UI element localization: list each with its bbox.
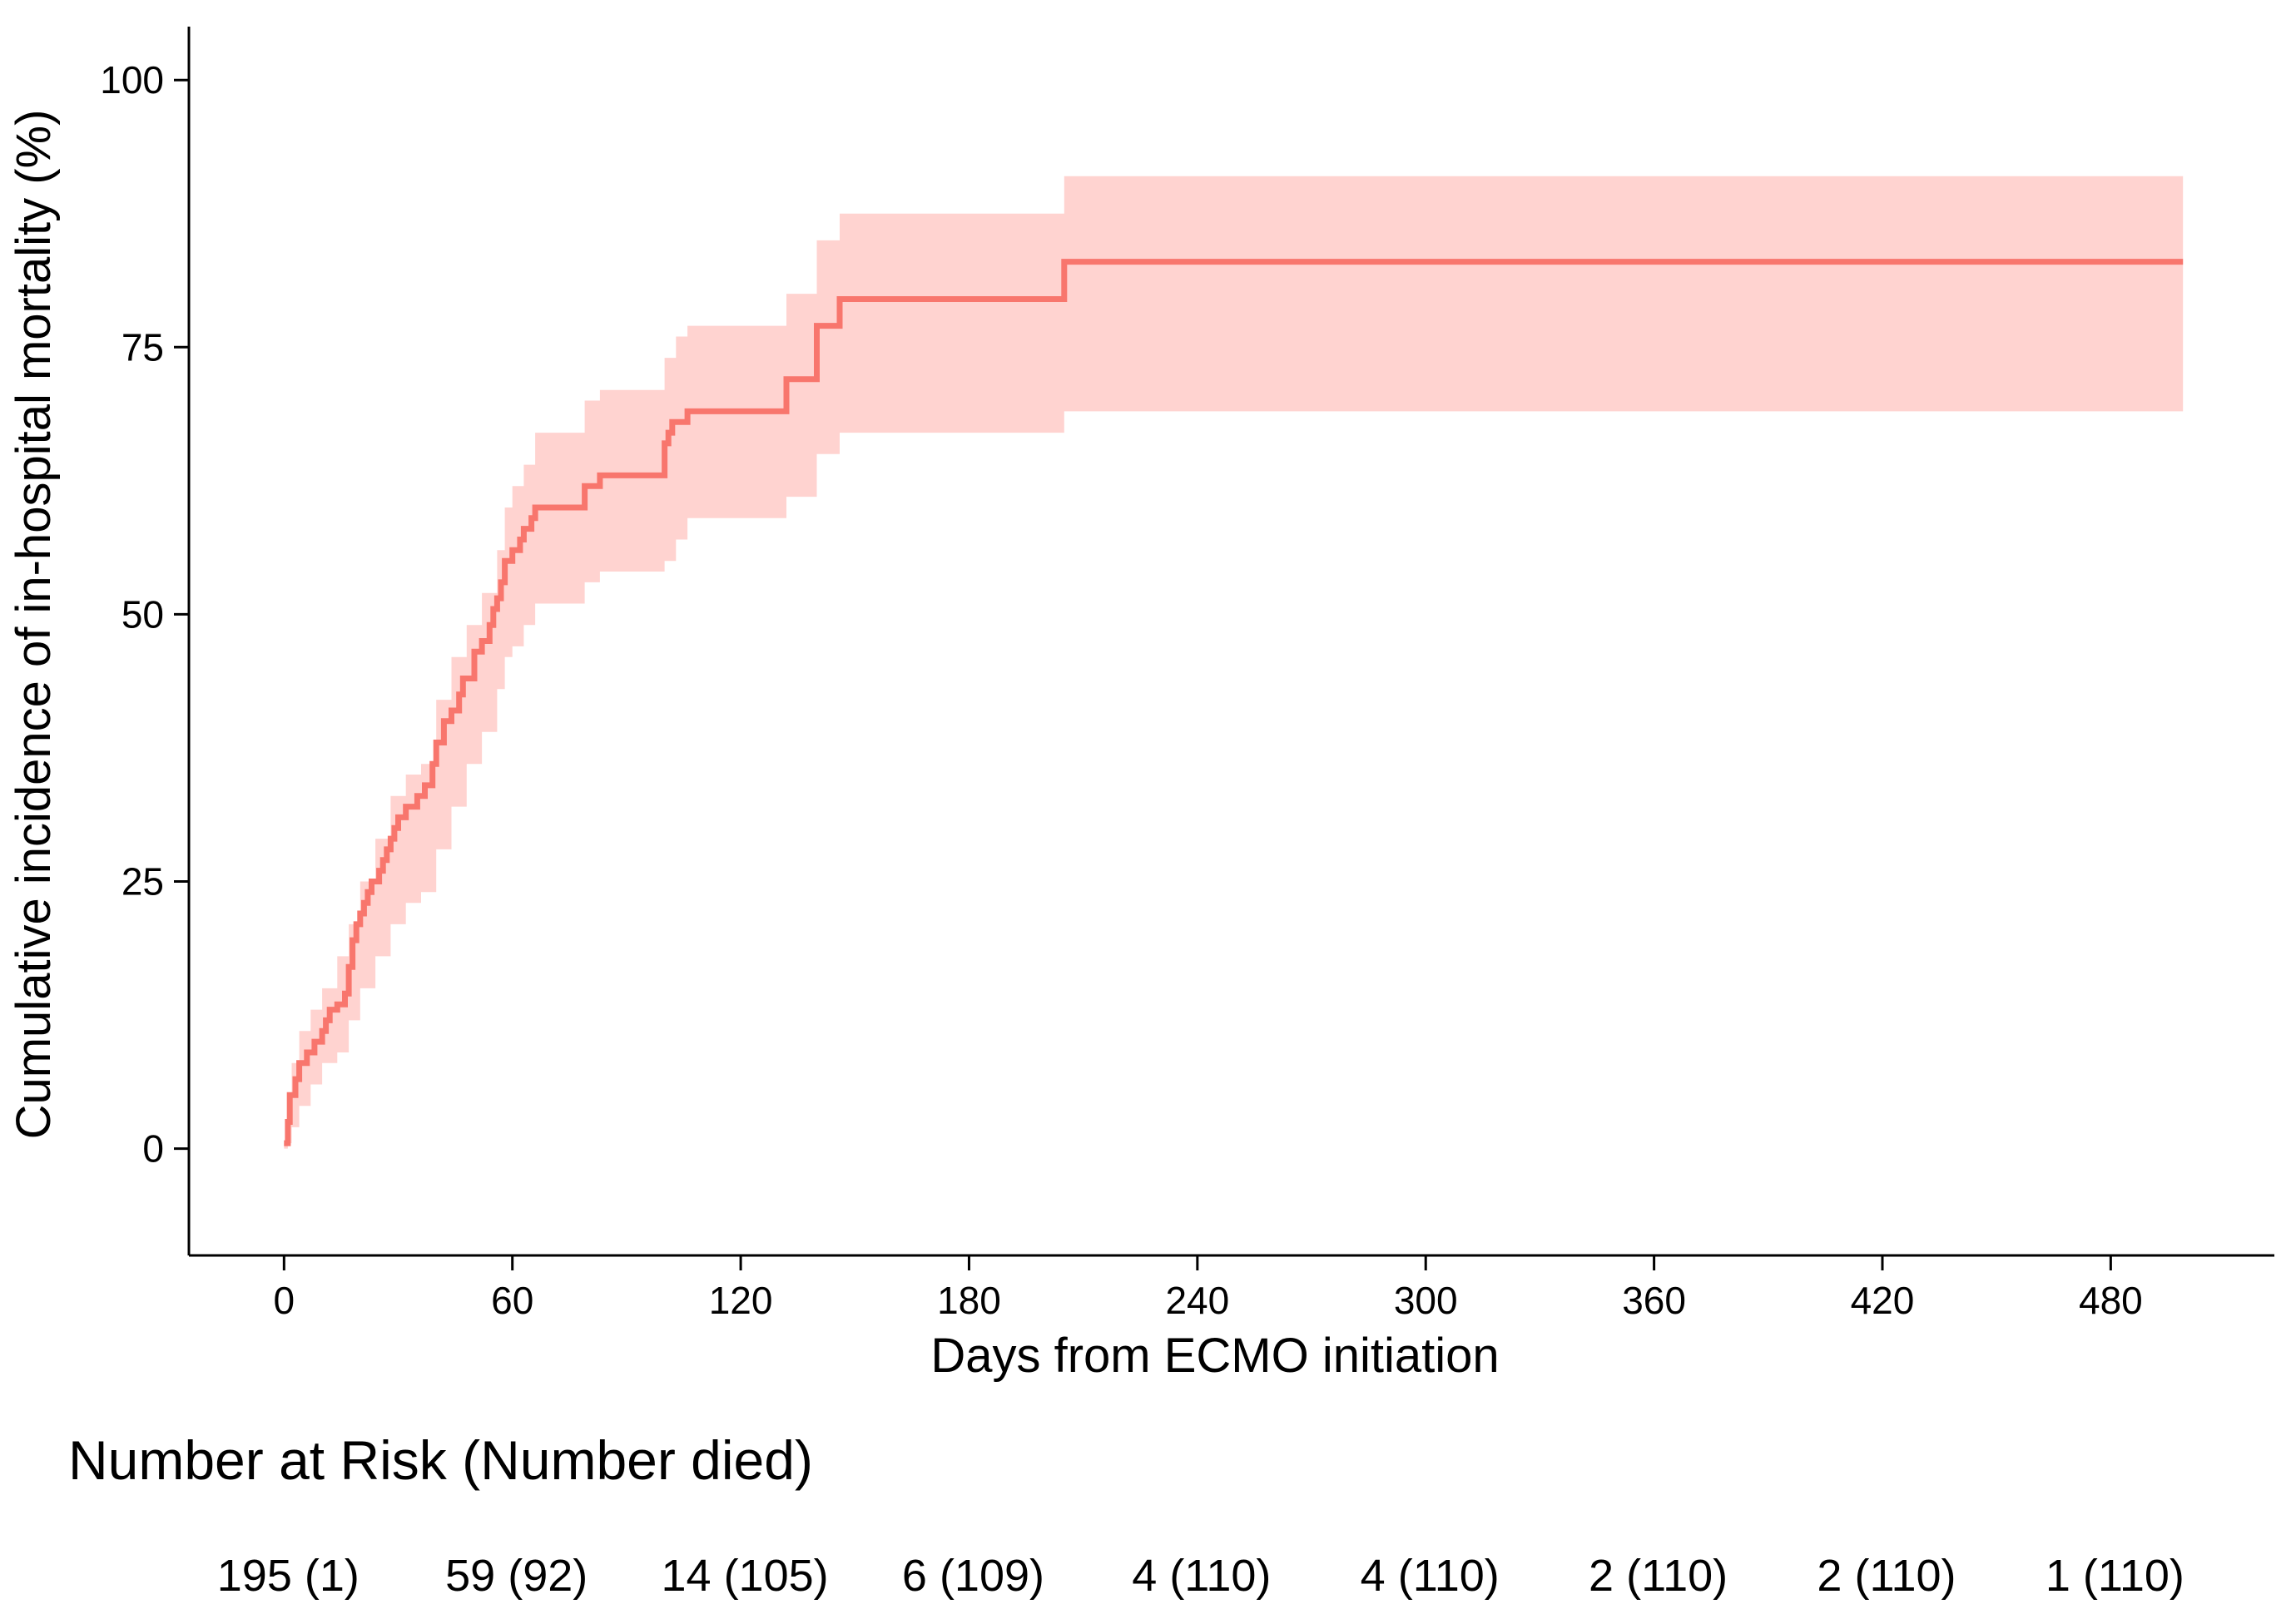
risk-table-value: 195 (1) [217, 1551, 360, 1601]
plot-layer [284, 176, 2184, 1149]
confidence-band [284, 176, 2184, 1149]
x-tick-label: 480 [2079, 1279, 2143, 1322]
risk-table-value: 4 (110) [1132, 1551, 1271, 1601]
y-axis-title: Cumulative incidence of in-hospital mort… [7, 110, 61, 1140]
risk-table: 195 (1) 59 (92) 14 (105) 6 (109) 4 (110) 4 (1… [217, 1551, 2184, 1601]
risk-table-value: 59 (92) [445, 1551, 588, 1601]
risk-table-value: 2 (110) [1817, 1551, 1956, 1601]
risk-table-value: 1 (110) [2046, 1551, 2184, 1601]
risk-table-title: Number at Risk (Number died) [68, 1429, 813, 1491]
x-tick-label: 240 [1165, 1279, 1229, 1322]
y-tick-label: 50 [121, 592, 164, 636]
x-tick-label: 0 [274, 1279, 295, 1322]
risk-table-value: 6 (109) [902, 1551, 1044, 1601]
x-axis-title: Days from ECMO initiation [930, 1329, 1499, 1383]
x-tick-label: 120 [709, 1279, 773, 1322]
x-tick-label: 300 [1394, 1279, 1458, 1322]
y-tick-label: 100 [100, 58, 164, 101]
x-tick-label: 180 [937, 1279, 1001, 1322]
risk-table-value: 4 (110) [1361, 1551, 1500, 1601]
x-tick-label: 60 [491, 1279, 533, 1322]
labels-layer: Days from ECMO initiation Cumulative inc… [7, 110, 1500, 1491]
incidence-step-line [284, 259, 2184, 1146]
axes-layer: 0 60 120 180 240 300 360 420 480 0 25 50 75 100 [100, 27, 2274, 1322]
x-tick-label: 420 [1851, 1279, 1915, 1322]
x-tick-label: 360 [1622, 1279, 1686, 1322]
risk-table-value: 2 (110) [1589, 1551, 1728, 1601]
y-tick-label: 0 [142, 1127, 164, 1171]
y-tick-label: 75 [121, 325, 164, 369]
risk-table-value: 14 (105) [662, 1551, 829, 1601]
y-tick-label: 25 [121, 859, 164, 903]
